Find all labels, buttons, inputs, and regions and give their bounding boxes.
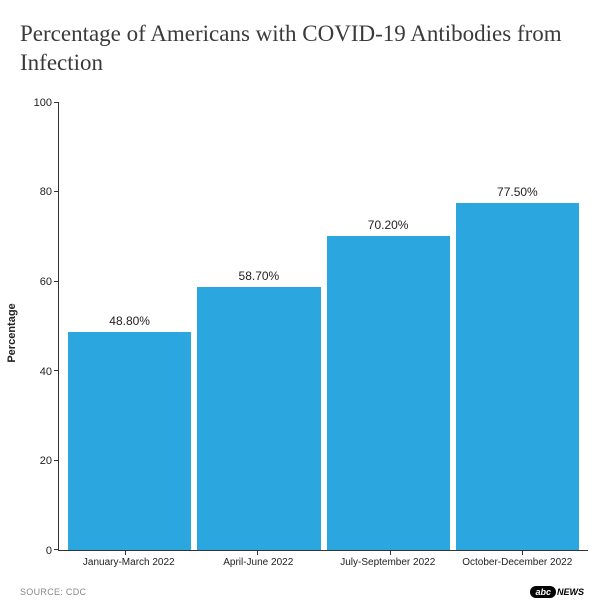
y-tick-label: 20 <box>40 455 52 467</box>
chart-container: Percentage of Americans with COVID-19 An… <box>0 0 608 608</box>
y-tick-label: 60 <box>40 276 52 288</box>
x-tick-mark <box>390 550 391 555</box>
abc-news-logo: abcNEWS <box>530 586 584 598</box>
y-tick-mark <box>54 281 59 282</box>
bar <box>456 203 579 550</box>
source-text: SOURCE: CDC <box>20 587 86 597</box>
chart-area: Percentage 020406080100 48.80%58.70%70.2… <box>20 103 588 552</box>
chart-title: Percentage of Americans with COVID-19 An… <box>20 20 588 78</box>
bars-group: 48.80% 58.70% 70.20% 77.50% <box>59 103 588 551</box>
bar-value-label: 58.70% <box>239 269 280 283</box>
y-tick-mark <box>54 370 59 371</box>
x-tick-mark <box>522 550 523 555</box>
y-tick-mark <box>54 191 59 192</box>
y-tick-label: 0 <box>46 545 52 557</box>
y-tick-label: 80 <box>40 186 52 198</box>
x-axis-label: January-March 2022 <box>64 551 194 568</box>
bar-slot: 70.20% <box>324 103 453 551</box>
bar-value-label: 70.20% <box>368 218 409 232</box>
bar <box>197 287 320 550</box>
x-axis-label: July-September 2022 <box>323 551 453 568</box>
x-axis-label: October-December 2022 <box>453 551 583 568</box>
bar <box>68 332 191 550</box>
y-tick-mark <box>54 102 59 103</box>
plot-area: 48.80% 58.70% 70.20% 77.50% <box>58 103 588 552</box>
y-axis-label: Percentage <box>6 303 18 362</box>
bar-slot: 77.50% <box>453 103 582 551</box>
bar <box>327 236 450 550</box>
bar-slot: 48.80% <box>65 103 194 551</box>
logo-news: NEWS <box>557 587 584 597</box>
bar-slot: 58.70% <box>194 103 323 551</box>
bar-value-label: 77.50% <box>497 185 538 199</box>
logo-abc: abc <box>530 586 556 598</box>
x-axis-labels: January-March 2022April-June 2022July-Se… <box>58 551 588 568</box>
bar-value-label: 48.80% <box>109 314 150 328</box>
y-tick-label: 100 <box>34 97 52 109</box>
y-tick-mark <box>54 549 59 550</box>
y-tick-mark <box>54 460 59 461</box>
chart-footer: SOURCE: CDC abcNEWS <box>20 586 588 598</box>
x-tick-mark <box>257 550 258 555</box>
x-tick-mark <box>125 550 126 555</box>
y-tick-label: 40 <box>40 366 52 378</box>
y-axis: 020406080100 <box>20 103 58 552</box>
